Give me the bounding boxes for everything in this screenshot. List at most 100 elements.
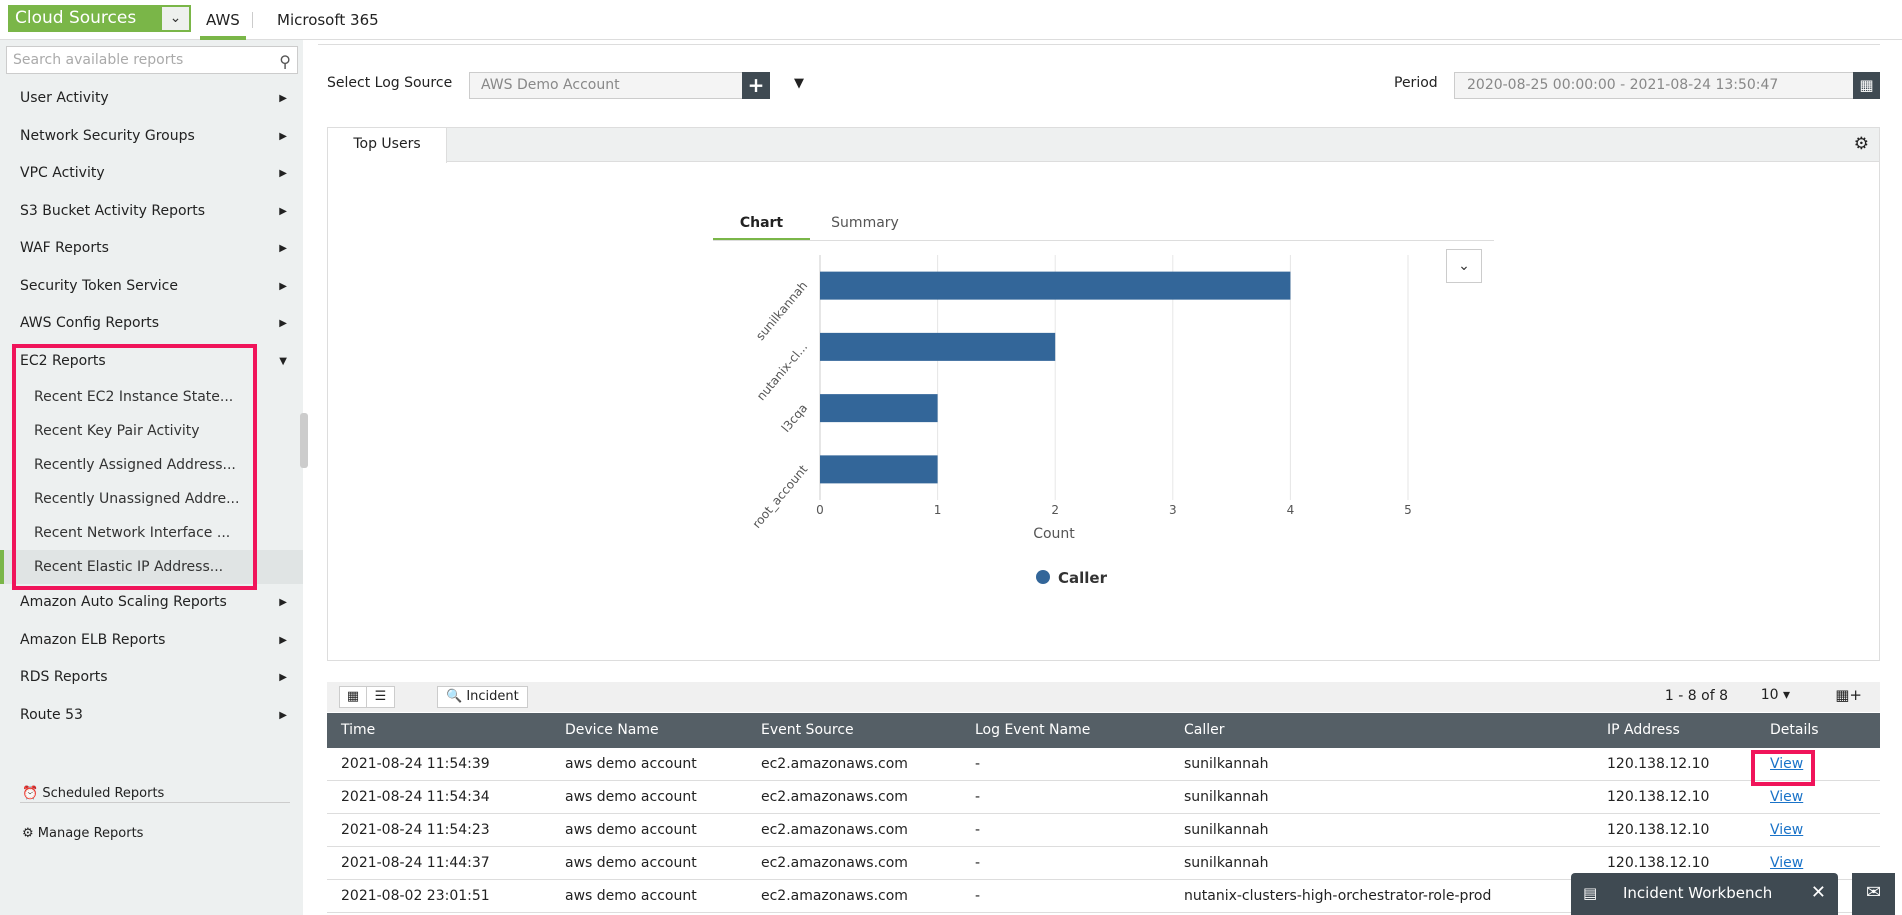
column-header[interactable]: Event Source (761, 722, 854, 738)
chevron-down-icon[interactable]: ⌄ (162, 7, 189, 30)
legend-item-caller[interactable]: Caller (1036, 569, 1107, 587)
table-cell: 2021-08-24 11:54:34 (341, 789, 490, 805)
item-label: Amazon ELB Reports (20, 631, 166, 648)
category-label: sunilkannah (753, 279, 810, 343)
tab-chart[interactable]: Chart (713, 212, 810, 241)
column-header[interactable]: Log Event Name (975, 722, 1091, 738)
sidebar-item[interactable]: Security Token Service ▶ (0, 268, 303, 306)
view-link[interactable]: View (1770, 855, 1804, 871)
add-log-source-button[interactable]: + (742, 72, 770, 99)
divider (252, 12, 253, 28)
item-label: Network Security Groups (20, 127, 195, 144)
link-label: Scheduled Reports (42, 786, 165, 801)
table-cell: 2021-08-24 11:44:37 (341, 855, 490, 871)
x-tick-label: 3 (1169, 503, 1177, 517)
table-cell: sunilkannah (1184, 756, 1269, 772)
sidebar-item[interactable]: User Activity ▶ (0, 80, 303, 118)
table-cell: sunilkannah (1184, 855, 1269, 871)
highlight-box (1751, 750, 1815, 786)
column-settings-icon[interactable]: ▦+ (1835, 686, 1862, 704)
table-cell: 2021-08-24 11:54:39 (341, 756, 490, 772)
sidebar-subitem[interactable]: Recent Key Pair Activity (34, 423, 200, 439)
tab-top-users[interactable]: Top Users (328, 128, 447, 163)
incident-workbench-widget[interactable]: ▤ Incident Workbench ✕ (1571, 873, 1838, 915)
sidebar-item[interactable]: Network Security Groups ▶ (0, 118, 303, 156)
search-input[interactable]: Search available reports ⚲ (6, 46, 298, 74)
sidebar-subitem[interactable]: Recently Assigned Address... (34, 457, 236, 473)
grid-view-button[interactable]: ▦ (339, 686, 367, 708)
tab-aws[interactable]: AWS (200, 8, 246, 40)
filter-icon[interactable]: ▼ (794, 76, 804, 91)
sidebar-item[interactable]: Amazon Auto Scaling Reports ▶ (0, 584, 303, 622)
caret-right-icon: ▶ (279, 168, 287, 179)
tab-summary[interactable]: Summary (831, 215, 899, 231)
table-icon: ▦ (346, 689, 360, 704)
x-tick-label: 4 (1287, 503, 1295, 517)
sidebar-item[interactable]: VPC Activity ▶ (0, 155, 303, 193)
manage-reports-link[interactable]: ⚙ Manage Reports (22, 826, 143, 841)
bar (820, 455, 938, 484)
sidebar-item-ec2-reports[interactable]: EC2 Reports ▼ (0, 343, 303, 381)
caret-right-icon: ▶ (279, 93, 287, 104)
sidebar-subitem[interactable]: Recently Unassigned Addre... (34, 491, 240, 507)
sidebar-item[interactable]: Amazon ELB Reports ▶ (0, 622, 303, 660)
sidebar-subitem[interactable]: Recent EC2 Instance State... (34, 389, 234, 405)
workbench-icon: ▤ (1583, 884, 1598, 902)
column-header[interactable]: Device Name (565, 722, 659, 738)
sidebar-item[interactable]: Route 53 ▶ (0, 697, 303, 735)
sidebar-subitem[interactable]: Recent Elastic IP Address... (0, 550, 303, 584)
caret-right-icon: ▶ (279, 280, 287, 292)
category-label: l3cqa (779, 401, 811, 435)
incident-button[interactable]: 🔍 Incident (437, 686, 528, 708)
sidebar-item[interactable]: S3 Bucket Activity Reports ▶ (0, 193, 303, 231)
item-label: RDS Reports (20, 669, 108, 685)
view-link[interactable]: View (1770, 756, 1804, 772)
column-header[interactable]: Caller (1184, 722, 1225, 738)
scheduled-reports-link[interactable]: ⏰ Scheduled Reports (22, 786, 164, 801)
view-link[interactable]: View (1770, 822, 1804, 838)
sidebar-item[interactable]: RDS Reports ▶ (0, 659, 303, 697)
sidebar-subitem[interactable]: Recent Network Interface ... (34, 525, 231, 541)
tab-microsoft-365[interactable]: Microsoft 365 (277, 11, 379, 29)
table-cell: aws demo account (565, 855, 697, 871)
cloud-sources-selector[interactable]: Cloud Sources ⌄ (8, 5, 191, 32)
close-icon[interactable]: ✕ (1810, 882, 1826, 903)
view-link[interactable]: View (1770, 789, 1804, 805)
item-label: User Activity (20, 90, 109, 106)
table-cell: 2021-08-02 23:01:51 (341, 888, 490, 904)
sidebar-resize-handle[interactable] (300, 413, 308, 468)
page-size-select[interactable]: 10 ▾ (1760, 687, 1790, 703)
bar (820, 332, 1056, 361)
report-panel: Top Users ⚙ (327, 127, 1880, 661)
table-toolbar: ▦ ☰ 🔍 Incident 1 - 8 of 8 10 ▾ ▦+ (327, 682, 1880, 712)
column-header[interactable]: Details (1770, 722, 1819, 738)
calendar-icon[interactable]: ▦ (1853, 72, 1880, 99)
log-source-input[interactable]: AWS Demo Account (469, 72, 770, 99)
period-input[interactable]: 2020-08-25 00:00:00 - 2021-08-24 13:50:4… (1454, 72, 1880, 99)
alarm-clock-icon: ⏰ (22, 786, 39, 801)
item-label: AWS Config Reports (20, 315, 160, 331)
column-header[interactable]: Time (341, 722, 376, 738)
list-view-button[interactable]: ☰ (367, 686, 395, 708)
bar (820, 394, 938, 423)
table-cell: sunilkannah (1184, 822, 1269, 838)
report-nav: User Activity ▶ Network Security Groups ▶ VP… (0, 80, 303, 734)
period-label: Period (1394, 75, 1438, 91)
column-header[interactable]: IP Address (1607, 722, 1680, 738)
sidebar-item[interactable]: AWS Config Reports ▶ (0, 305, 303, 343)
divider (318, 44, 1880, 45)
caret-right-icon: ▶ (279, 243, 287, 254)
caret-down-icon: ▼ (279, 355, 287, 367)
table-row: 2021-08-24 11:54:39 aws demo account ec2.a… (327, 748, 1880, 781)
chat-icon[interactable]: ✉ (1852, 873, 1895, 915)
table-cell: 120.138.12.10 (1607, 855, 1710, 871)
table-cell: ec2.amazonaws.com (761, 789, 908, 805)
table-cell: ec2.amazonaws.com (761, 756, 908, 772)
sidebar-item[interactable]: WAF Reports ▶ (0, 230, 303, 268)
search-icon[interactable]: ⚲ (279, 52, 291, 71)
x-tick-label: 0 (816, 503, 824, 517)
chart-options-button[interactable]: ⌄ (1446, 249, 1482, 283)
bar (820, 271, 1291, 300)
item-label: EC2 Reports (20, 352, 106, 369)
gear-icon[interactable]: ⚙ (1853, 134, 1869, 154)
